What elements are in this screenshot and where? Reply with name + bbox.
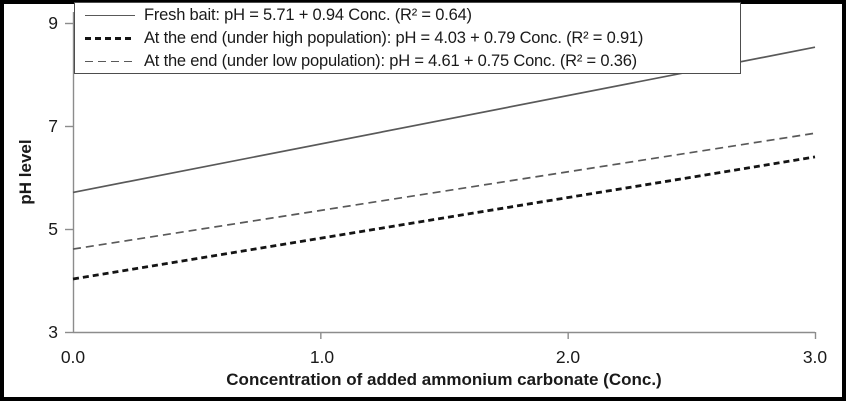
x-tick-label-3.0: 3.0 bbox=[802, 347, 828, 367]
legend-line-sample-bold-dashed bbox=[85, 37, 135, 40]
y-tick-label-5: 5 bbox=[48, 219, 58, 239]
legend-label: Fresh bait: pH = 5.71 + 0.94 Conc. (R² =… bbox=[144, 6, 472, 24]
legend-item-high-population: At the end (under high population): pH =… bbox=[85, 27, 740, 50]
y-axis-title: pH level bbox=[16, 139, 35, 205]
legend-line-sample-solid bbox=[85, 14, 135, 17]
series-line-2 bbox=[72, 132, 816, 250]
legend-box: Fresh bait: pH = 5.71 + 0.94 Conc. (R² =… bbox=[74, 2, 741, 74]
x-tick-label-0.0: 0.0 bbox=[60, 347, 86, 367]
series-line-1 bbox=[72, 155, 816, 281]
x-tick-label-1.0: 1.0 bbox=[309, 347, 335, 367]
y-tick-label-3: 3 bbox=[48, 322, 58, 342]
legend-line-sample-dashed bbox=[85, 60, 135, 63]
legend-item-fresh-bait: Fresh bait: pH = 5.71 + 0.94 Conc. (R² =… bbox=[85, 4, 740, 27]
y-tick-label-7: 7 bbox=[48, 116, 58, 136]
legend-label: At the end (under high population): pH =… bbox=[144, 29, 644, 47]
y-tick-label-9: 9 bbox=[48, 13, 58, 33]
legend-label: At the end (under low population): pH = … bbox=[144, 52, 637, 70]
legend-item-low-population: At the end (under low population): pH = … bbox=[85, 50, 740, 73]
x-tick-label-2.0: 2.0 bbox=[555, 347, 581, 367]
x-axis-title: Concentration of added ammonium carbonat… bbox=[226, 370, 662, 389]
